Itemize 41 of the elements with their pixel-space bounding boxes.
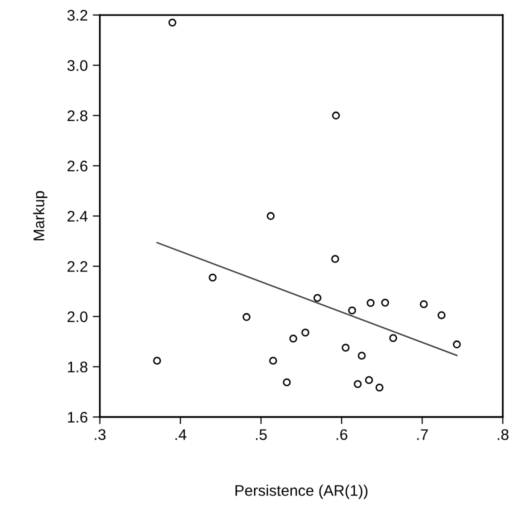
point [342,344,350,352]
point [269,356,278,365]
point [354,380,362,388]
point [331,255,340,263]
y-tick-label: 2.8 [68,110,88,122]
point [452,340,461,348]
point [282,378,291,386]
y-tick-label: 2.4 [68,210,88,222]
y-tick-label: 3.2 [67,10,88,21]
point [313,294,322,302]
point [332,112,340,120]
x-tick-label: .4 [175,429,186,440]
y-tick-label: 2.0 [68,311,88,322]
y-axis-title: Markup [33,191,48,240]
point [366,298,375,307]
x-tick-label: .8 [498,429,508,440]
y-tick-label: 2.6 [68,160,88,172]
point [365,376,373,384]
x-tick-label: .5 [256,429,267,440]
point [153,356,162,365]
x-tick-label: .3 [94,429,106,440]
point [376,384,384,392]
y-tick-label: 1.8 [68,362,88,372]
point [301,328,310,337]
point [381,298,390,307]
point [242,313,250,321]
point [266,212,275,220]
point [389,334,398,342]
point [208,274,217,282]
x-tick-label: .7 [417,429,428,440]
x-tick-label: .6 [336,429,348,440]
point [420,300,428,308]
y-tick-label: 2.2 [68,261,88,272]
y-tick-label: 1.6 [68,412,88,423]
point [168,18,176,27]
point [289,334,298,343]
x-axis-title: Persistence (AR(1)) [236,484,368,499]
point [348,306,356,314]
y-tick-label: 3.0 [67,60,88,71]
point [438,311,446,320]
point [358,352,366,360]
